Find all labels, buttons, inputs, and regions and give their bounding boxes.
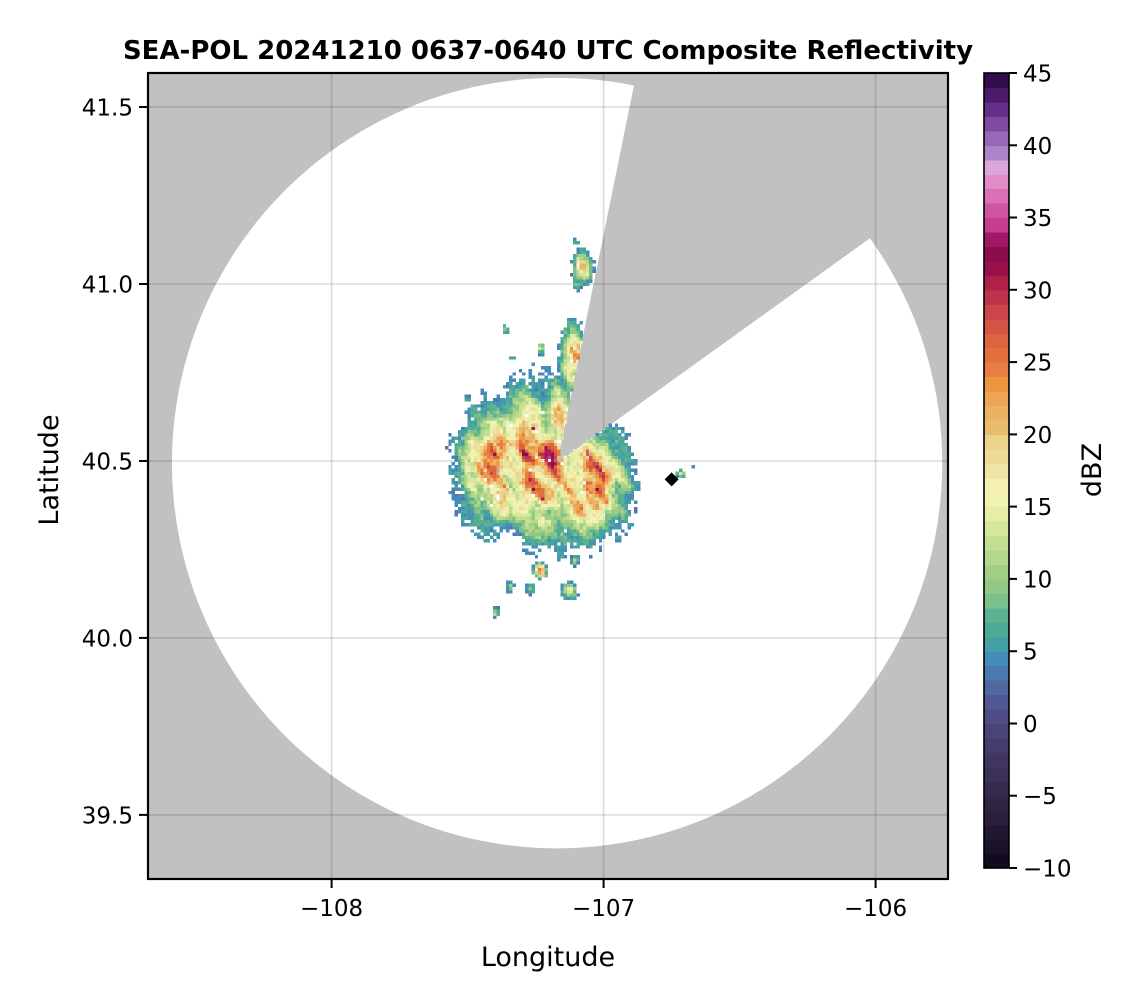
x-axis-label: Longitude [481,942,615,973]
station-diamond-marker [664,472,679,487]
colorbar-tick-label: 40 [1023,134,1052,160]
y-tick-label: 39.5 [82,803,133,829]
colorbar-tick-label: 0 [1023,712,1038,738]
echo-cells [445,237,696,620]
chart-title: SEA-POL 20241210 0637-0640 UTC Composite… [123,36,973,66]
y-axis-label: Latitude [34,414,65,525]
x-tick-label: −107 [572,896,635,922]
colorbar-tick-label: 25 [1023,351,1052,377]
axes-frame [146,71,950,881]
y-tick-label: 41.5 [82,96,133,122]
tick-marks [139,106,877,888]
colorbar-tick-label: −10 [1023,857,1072,883]
colorbar-tick-label: 35 [1023,206,1052,232]
axes-frame-layer: −108 −107 −106 41.5 41.0 40.5 40.0 39.5 [82,71,950,922]
x-tick-label: −108 [300,896,363,922]
x-tick-label: −106 [844,896,907,922]
gridlines [148,73,948,879]
colorbar-tick-label: −5 [1023,784,1057,810]
colorbar-tick-label: 30 [1023,278,1052,304]
colorbar-tick-label: 5 [1023,640,1038,666]
station-marker-layer [664,472,679,487]
colorbar-outline [983,72,1010,869]
colorbar-tick-label: 10 [1023,567,1052,593]
colorbar-tick-label: 45 [1023,62,1052,88]
colorbar-gradient [984,73,1009,869]
blocked-sector [557,73,948,464]
colorbar-layer: 45 40 35 30 25 20 15 10 5 0 −5 −10 [983,62,1072,883]
colorbar-label: dBZ [1077,443,1108,497]
y-tick-label: 40.5 [82,450,133,476]
colorbar-tick-marks [1009,72,1017,869]
map-background-layer [148,73,948,879]
colorbar-tick-label: 15 [1023,495,1052,521]
colorbar-tick-label: 20 [1023,423,1052,449]
y-tick-label: 40.0 [82,626,133,652]
y-tick-label: 41.0 [82,273,133,299]
reflectivity-echo-layer [445,237,696,620]
